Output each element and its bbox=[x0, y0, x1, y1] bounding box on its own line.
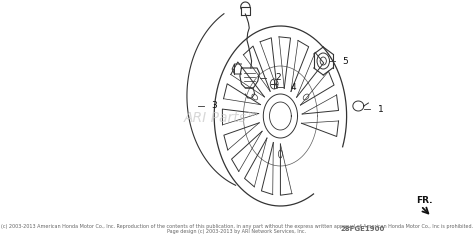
Text: (c) 2003-2013 American Honda Motor Co., Inc. Reproduction of the contents of thi: (c) 2003-2013 American Honda Motor Co., … bbox=[1, 223, 473, 234]
Text: 2: 2 bbox=[275, 73, 281, 83]
Text: 5: 5 bbox=[343, 56, 348, 66]
Text: ARI Parts™: ARI Parts™ bbox=[183, 111, 261, 125]
Text: 28FGE1900: 28FGE1900 bbox=[340, 226, 384, 232]
Text: 1: 1 bbox=[378, 105, 383, 114]
Text: FR.: FR. bbox=[417, 196, 433, 205]
Text: 4: 4 bbox=[291, 83, 296, 92]
Text: 3: 3 bbox=[211, 101, 217, 110]
